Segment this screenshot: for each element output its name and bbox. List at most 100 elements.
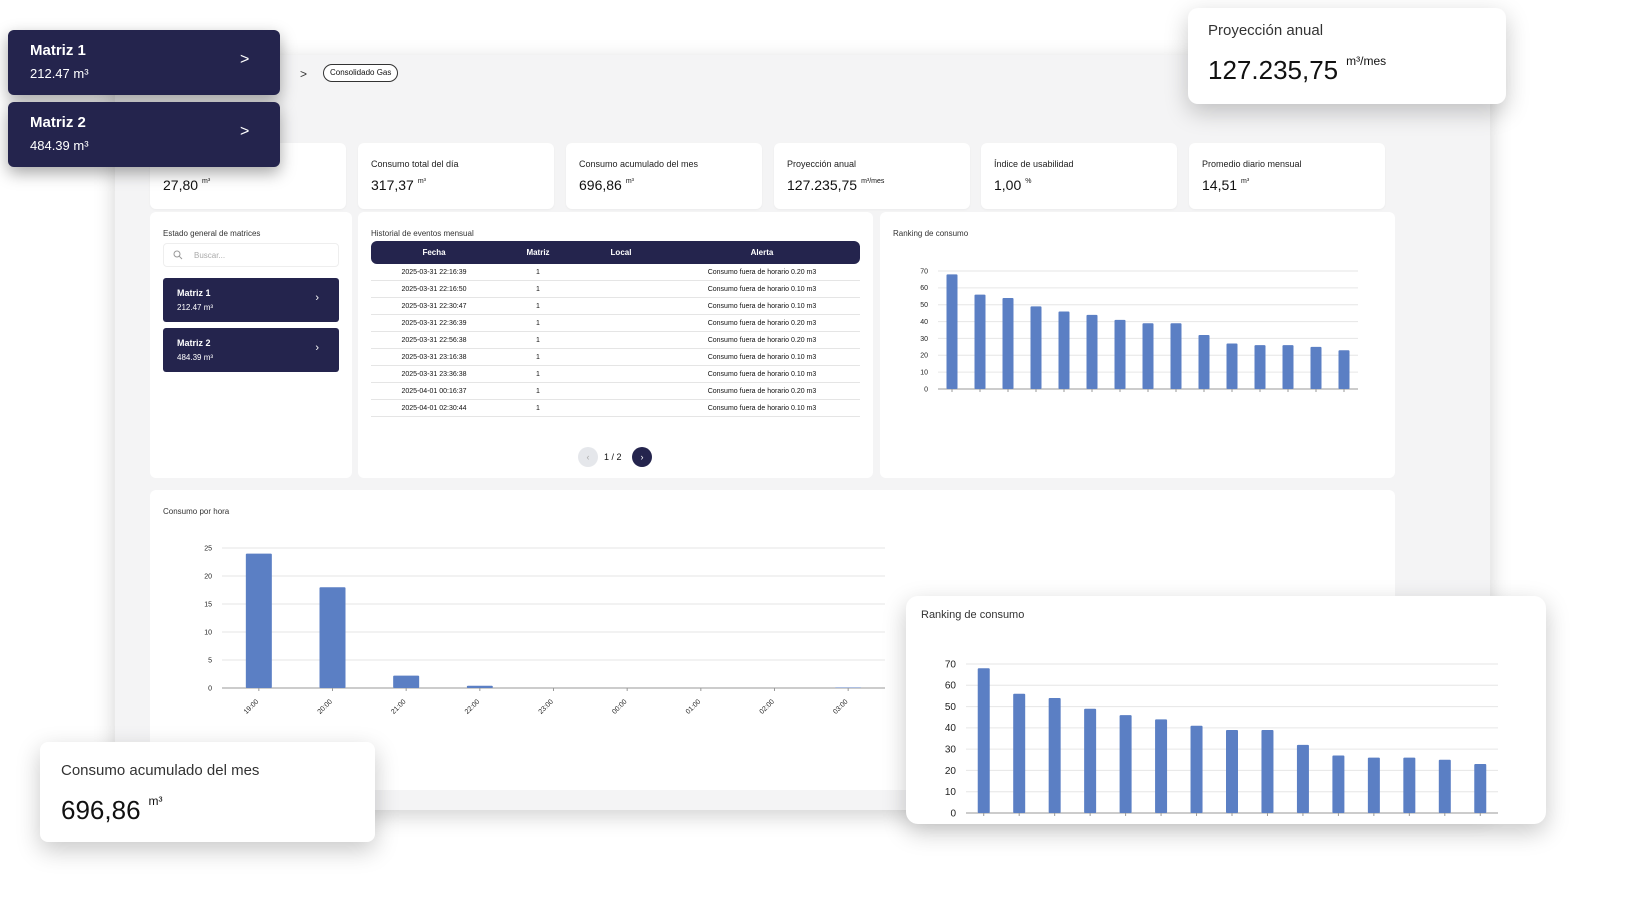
projection-card: Proyección anual 127.235,75 m³/mes xyxy=(1188,8,1506,104)
table-row: 2025-03-31 22:16:50 1 Consumo fuera de hor… xyxy=(371,281,860,298)
kpi-card-daily-average: Promedio diario mensual 14,51 m³ xyxy=(1189,143,1385,209)
y-tick-label: 20 xyxy=(945,766,957,777)
y-tick-label: 0 xyxy=(950,808,956,819)
table-cell: 1 xyxy=(536,405,540,412)
chevron-right-icon: › xyxy=(315,342,319,354)
table-cell: Consumo fuera de horario 0.10 m3 xyxy=(707,354,817,361)
bar xyxy=(1155,719,1168,813)
table-cell: 1 xyxy=(536,337,540,344)
bar xyxy=(1058,311,1070,389)
kpi-card-usability: Índice de usabilidad 1,00% xyxy=(981,143,1177,209)
events-table: Fecha Matriz Local Alerta 2025-03-31 22:… xyxy=(371,241,860,417)
bar xyxy=(946,274,958,389)
matrix-name: Matriz 1 xyxy=(30,42,86,59)
bar xyxy=(466,685,493,688)
card-value: 696,86 m³ xyxy=(61,794,163,825)
panel-title: Historial de eventos mensual xyxy=(371,229,474,238)
table-row: 2025-03-31 22:30:47 1 Consumo fuera de hor… xyxy=(371,298,860,315)
table-cell: 1 xyxy=(536,320,540,327)
column-header: Local xyxy=(610,248,632,257)
matriz-2-card[interactable]: Matriz 2 484.39 m³ > xyxy=(8,102,280,167)
breadcrumb-current[interactable]: Consolidado Gas xyxy=(323,64,399,82)
y-tick-label: 10 xyxy=(204,629,212,636)
bar xyxy=(1403,757,1416,813)
table-row: 2025-03-31 23:36:38 1 Consumo fuera de hor… xyxy=(371,366,860,383)
pagination: ‹ 1 / 2 › xyxy=(578,447,658,469)
panel-title: Ranking de consumo xyxy=(893,229,969,238)
kpi-value: 696,86 m³ xyxy=(579,177,634,193)
table-cell: 2025-03-31 22:30:47 xyxy=(401,303,467,310)
table-row: 2025-03-31 22:16:39 1 Consumo fuera de hor… xyxy=(371,264,860,281)
ranking-overlay-card: Ranking de consumo 0 10 20 30 40 50 60 70 xyxy=(906,596,1546,824)
table-cell: Consumo fuera de horario 0.10 m3 xyxy=(707,405,817,412)
table-header: Fecha Matriz Local Alerta xyxy=(371,241,860,264)
table-cell: 2025-04-01 00:16:37 xyxy=(401,388,467,395)
table-cell: 2025-03-31 23:36:38 xyxy=(401,371,467,378)
panel-title: Estado general de matrices xyxy=(163,229,261,238)
bar xyxy=(1013,693,1026,813)
y-tick-label: 5 xyxy=(208,657,212,664)
kpi-value: 1,00% xyxy=(994,177,1032,193)
y-tick-label: 40 xyxy=(945,723,957,734)
matrix-value: 212.47 m³ xyxy=(177,303,214,312)
column-header: Matriz xyxy=(526,248,550,257)
matrix-button-2[interactable]: Matriz 2 484.39 m³ › xyxy=(163,328,339,372)
y-tick-label: 70 xyxy=(920,268,928,275)
matrix-value: 212.47 m³ xyxy=(30,66,89,81)
table-cell: 1 xyxy=(536,388,540,395)
matrix-name: Matriz 2 xyxy=(177,338,211,348)
y-tick-label: 50 xyxy=(945,702,957,713)
matrix-value: 484.39 m³ xyxy=(30,138,89,153)
matrix-button-1[interactable]: Matriz 1 212.47 m³ › xyxy=(163,278,339,322)
table-cell: Consumo fuera de horario 0.20 m3 xyxy=(707,388,817,395)
previous-page-button[interactable]: ‹ xyxy=(578,447,598,467)
kpi-label: Promedio diario mensual xyxy=(1202,159,1302,169)
x-tick-label: 03:00 xyxy=(832,698,849,715)
x-tick-label: 02:00 xyxy=(759,698,776,715)
bar xyxy=(1084,708,1097,813)
y-tick-label: 60 xyxy=(945,681,957,692)
matrix-value: 484.39 m³ xyxy=(177,353,214,362)
y-tick-label: 20 xyxy=(204,573,212,580)
y-tick-label: 10 xyxy=(945,787,957,798)
kpi-card-daily-total: Consumo total del día 317,37 m³ xyxy=(358,143,554,209)
matrices-panel: Estado general de matrices Buscar... Mat… xyxy=(150,212,352,478)
table-row: 2025-04-01 02:30:44 1 Consumo fuera de hor… xyxy=(371,400,860,417)
x-tick-label: 23:00 xyxy=(538,698,555,715)
matriz-1-card[interactable]: Matriz 1 212.47 m³ > xyxy=(8,30,280,95)
table-cell: 1 xyxy=(536,354,540,361)
bar xyxy=(1296,744,1309,813)
table-cell: 1 xyxy=(536,371,540,378)
kpi-value: 14,51 m³ xyxy=(1202,177,1250,193)
next-page-button[interactable]: › xyxy=(632,447,652,467)
kpi-value: 27,80 m³ xyxy=(163,177,211,193)
bar xyxy=(1142,323,1154,389)
x-tick-label: 00:00 xyxy=(611,698,628,715)
hourly-chart: 0 5 10 15 20 25 19:00 20:00 21:00 22:00 23:00 00:00… xyxy=(204,545,885,716)
table-cell: Consumo fuera de horario 0.20 m3 xyxy=(707,320,817,327)
table-cell: 2025-03-31 23:16:38 xyxy=(401,354,467,361)
bar xyxy=(835,687,862,688)
table-cell: 2025-04-01 02:30:44 xyxy=(401,405,467,412)
table-body: 2025-03-31 22:16:39 1 Consumo fuera de hor… xyxy=(371,264,860,417)
x-tick-label: 20:00 xyxy=(317,698,334,715)
x-tick-label: 21:00 xyxy=(390,698,407,715)
kpi-label: Consumo total del día xyxy=(371,159,459,169)
matrix-name: Matriz 2 xyxy=(30,114,86,131)
bar xyxy=(393,675,420,688)
bar xyxy=(1254,345,1266,389)
y-tick-label: 0 xyxy=(924,386,928,393)
y-tick-label: 10 xyxy=(920,369,928,376)
search-input[interactable]: Buscar... xyxy=(163,243,339,267)
column-header: Alerta xyxy=(750,248,774,257)
bar xyxy=(1030,306,1042,389)
ranking-chart: 0 10 20 30 40 50 60 70 xyxy=(920,268,1358,393)
bar xyxy=(1002,297,1014,389)
chevron-right-icon: › xyxy=(315,292,319,304)
card-value: 127.235,75 m³/mes xyxy=(1208,54,1387,85)
kpi-card-monthly: Consumo acumulado del mes 696,86 m³ xyxy=(566,143,762,209)
y-tick-label: 15 xyxy=(204,601,212,608)
x-tick-label: 19:00 xyxy=(243,698,260,715)
kpi-label: Consumo acumulado del mes xyxy=(579,159,699,169)
y-tick-label: 30 xyxy=(920,336,928,343)
